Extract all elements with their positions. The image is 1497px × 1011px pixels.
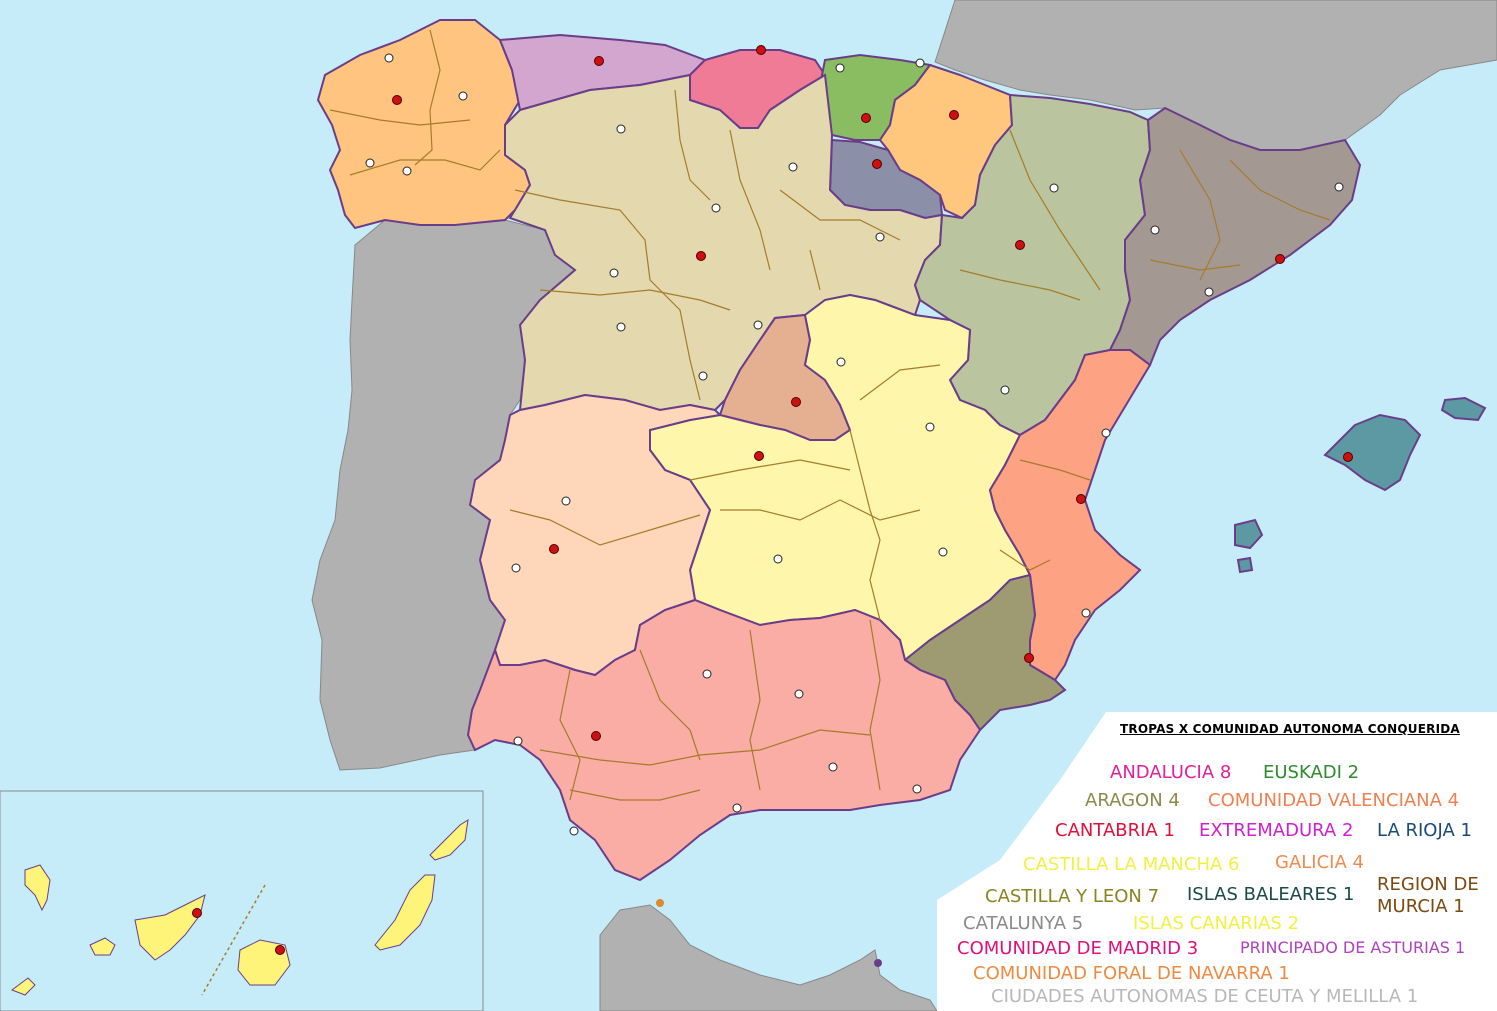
legend-title: TROPAS X COMUNIDAD AUTONOMA CONQUERIDA — [1120, 722, 1460, 736]
legend-entry: ANDALUCIA 8 — [1110, 762, 1232, 783]
capital-markers — [192, 45, 1353, 955]
island-la-gomera — [89, 937, 116, 956]
legend-entry: ISLAS BALEARES 1 — [1187, 884, 1355, 905]
region-catalunya — [1108, 106, 1362, 367]
legend-entry: CASTILLA Y LEON 7 — [985, 886, 1160, 907]
legend-entry: CATALUNYA 5 — [963, 913, 1084, 934]
melilla-marker — [874, 959, 882, 967]
island-el-hierro — [10, 977, 36, 996]
island-lanzarote — [429, 819, 469, 861]
region-morocco — [599, 904, 938, 1011]
region-andalucia — [466, 598, 982, 882]
region-islas-baleares-mallorca — [1323, 413, 1422, 492]
legend-entry: REGION DE — [1377, 874, 1479, 895]
legend-entry: PRINCIPADO DE ASTURIAS 1 — [1240, 938, 1466, 957]
ceuta-marker — [656, 899, 664, 907]
legend-entry: EUSKADI 2 — [1263, 762, 1360, 783]
island-fuerteventura — [374, 874, 436, 951]
legend-entry: ARAGON 4 — [1085, 790, 1180, 811]
region-islas-baleares-ibiza — [1234, 518, 1264, 550]
legend-entry: LA RIOJA 1 — [1377, 820, 1472, 841]
island-tenerife — [134, 894, 206, 961]
legend-entry: EXTREMADURA 2 — [1199, 820, 1354, 841]
legend-entry: ISLAS CANARIAS 2 — [1133, 913, 1300, 934]
legend-entry: COMUNIDAD DE MADRID 3 — [957, 938, 1199, 959]
legend-background — [937, 712, 1497, 1011]
region-islas-baleares-formentera — [1236, 556, 1254, 574]
legend-entry: COMUNIDAD FORAL DE NAVARRA 1 — [973, 963, 1290, 984]
city-markers — [365, 53, 1344, 836]
region-islas-baleares-menorca — [1440, 396, 1487, 422]
legend-entry: CIUDADES AUTONOMAS DE CEUTA Y MELILLA 1 — [991, 986, 1419, 1007]
legend-entry: MURCIA 1 — [1377, 896, 1465, 917]
legend-entry: GALICIA 4 — [1275, 852, 1364, 873]
province-borders — [329, 29, 1331, 801]
legend-entry: COMUNIDAD VALENCIANA 4 — [1208, 790, 1460, 811]
canarias-inset-frame — [0, 790, 484, 1011]
island-la-palma — [24, 864, 51, 912]
legend-entry: CANTABRIA 1 — [1055, 820, 1175, 841]
legend-entry: CASTILLA LA MANCHA 6 — [1023, 854, 1240, 875]
